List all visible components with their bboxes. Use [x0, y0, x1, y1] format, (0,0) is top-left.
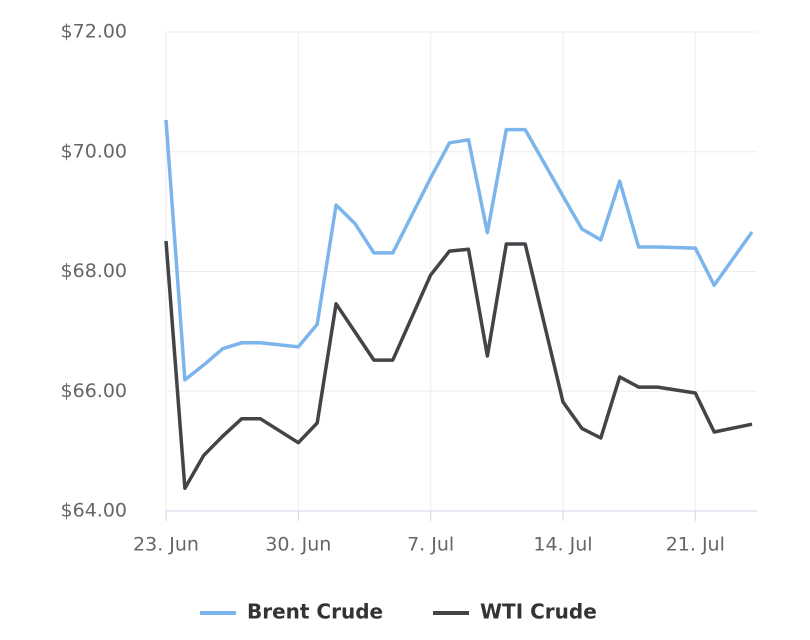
x-tick-label: 21. Jul: [666, 534, 725, 556]
x-tick-label: 14. Jul: [533, 534, 592, 556]
y-tick-label: $64.00: [61, 500, 127, 522]
series-line: [164, 119, 754, 382]
x-tick-label: 7. Jul: [407, 534, 454, 556]
y-tick-label: $66.00: [61, 380, 127, 402]
y-tick-label: $70.00: [61, 140, 127, 162]
legend-label: WTI Crude: [480, 600, 597, 624]
series-line: [164, 240, 753, 490]
legend-label: Brent Crude: [247, 600, 383, 624]
y-tick-label: $68.00: [61, 260, 127, 282]
x-tick-label: 23. Jun: [133, 534, 199, 556]
y-tick-label: $72.00: [61, 21, 127, 43]
x-tick-label: 30. Jun: [265, 534, 331, 556]
